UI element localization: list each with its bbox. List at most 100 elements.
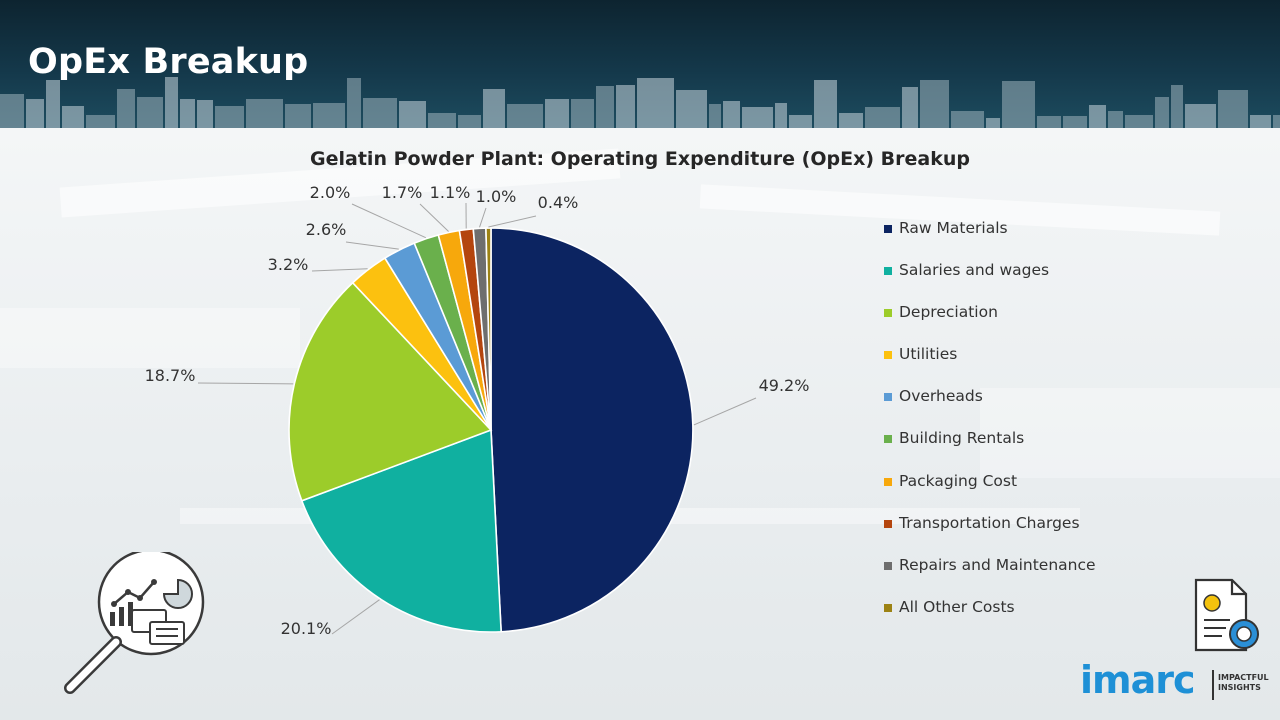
leader-line-overheads xyxy=(345,241,399,250)
skyline-building xyxy=(215,106,244,128)
logo-tagline: IMPACTFUL INSIGHTS xyxy=(1218,673,1269,693)
leader-line-salaries-and-wages xyxy=(331,599,380,635)
legend-label: Salaries and wages xyxy=(899,261,1050,280)
skyline-building xyxy=(117,89,135,128)
skyline-building xyxy=(789,115,812,128)
skyline-building xyxy=(920,80,949,128)
skyline-building xyxy=(0,94,24,128)
skyline-building xyxy=(723,101,740,128)
legend-label: All Other Costs xyxy=(899,597,1015,616)
skyline-building xyxy=(46,80,60,128)
data-label-repairs-and-maintenance: 1.0% xyxy=(476,187,517,206)
skyline-building xyxy=(1155,97,1169,128)
skyline-building xyxy=(285,104,311,128)
skyline-building xyxy=(1063,116,1087,128)
skyline-building xyxy=(165,77,178,128)
legend-swatch xyxy=(884,519,892,528)
skyline-building xyxy=(709,104,721,128)
skyline-building xyxy=(1273,115,1280,128)
skyline-building xyxy=(1037,116,1061,128)
legend-swatch xyxy=(884,477,892,486)
skyline-building xyxy=(902,87,918,128)
skyline-building xyxy=(596,86,614,128)
skyline-building xyxy=(399,101,426,128)
skyline-building xyxy=(180,99,195,128)
skyline-building xyxy=(26,99,44,128)
legend-label: Building Rentals xyxy=(899,429,1025,448)
legend-label: Depreciation xyxy=(899,303,998,322)
header-banner: OpEx Breakup xyxy=(0,0,1280,128)
legend-swatch xyxy=(884,435,892,444)
pie-slice-depreciation xyxy=(288,281,493,502)
pie-slice-salaries-and-wages xyxy=(300,428,502,633)
skyline-building xyxy=(1108,111,1123,128)
legend-label: Transportation Charges xyxy=(899,513,1080,532)
skyline-building xyxy=(137,97,163,128)
legend-label: Raw Materials xyxy=(899,219,1008,237)
data-label-depreciation: 18.7% xyxy=(145,366,196,385)
skyline-building xyxy=(951,111,984,128)
leader-line-building-rentals xyxy=(351,203,427,239)
data-label-salaries-and-wages: 20.1% xyxy=(281,619,332,638)
data-label-overheads: 2.6% xyxy=(306,220,347,239)
skyline-building xyxy=(246,99,283,128)
skyline-building xyxy=(86,115,115,128)
logo-tagline-line2: INSIGHTS xyxy=(1218,683,1261,692)
legend-swatch xyxy=(884,603,892,612)
chart-title: Gelatin Powder Plant: Operating Expendit… xyxy=(310,148,970,170)
logo-divider xyxy=(1212,670,1214,700)
cost-report-icon xyxy=(1194,578,1259,652)
leader-line-packaging-cost xyxy=(419,203,449,232)
data-label-building-rentals: 2.0% xyxy=(310,183,351,202)
legend-swatch xyxy=(884,309,892,318)
skyline-building xyxy=(197,100,213,128)
pie-slice-all-other-costs xyxy=(485,227,492,431)
skyline-building xyxy=(637,78,674,128)
leader-line-repairs-and-maintenance xyxy=(479,207,487,228)
skyline-building xyxy=(428,113,456,128)
skyline-building xyxy=(62,106,84,128)
skyline-building xyxy=(1218,90,1248,128)
legend-swatch xyxy=(884,351,892,360)
skyline-building xyxy=(1250,115,1271,128)
skyline-building xyxy=(507,104,543,128)
data-label-all-other-costs: 0.4% xyxy=(538,193,579,212)
logo-tagline-line1: IMPACTFUL xyxy=(1218,673,1269,682)
legend-swatch xyxy=(884,267,892,276)
data-label-utilities: 3.2% xyxy=(268,255,309,274)
skyline-building xyxy=(814,80,837,128)
skyline-building xyxy=(1185,104,1216,128)
leader-line-depreciation xyxy=(197,382,294,385)
imarc-logo: imarc IMPACTFUL INSIGHTS xyxy=(1080,658,1270,704)
leader-line-all-other-costs xyxy=(488,215,537,228)
magnifier-analytics-icon xyxy=(64,552,205,694)
data-label-raw-materials: 49.2% xyxy=(759,376,810,395)
legend-swatch xyxy=(884,393,892,402)
legend-label: Utilities xyxy=(899,345,958,364)
skyline-building xyxy=(1089,105,1106,128)
skyline-building xyxy=(313,103,345,128)
legend-label: Overheads xyxy=(899,387,983,406)
skyline-building xyxy=(616,85,635,128)
skyline-building xyxy=(347,78,361,128)
page-title: OpEx Breakup xyxy=(28,42,309,82)
leader-line-utilities xyxy=(311,268,368,272)
data-label-transportation-charges: 1.1% xyxy=(430,183,471,202)
logo-wordmark: imarc xyxy=(1080,658,1196,702)
skyline-building xyxy=(1002,81,1035,128)
skyline-building xyxy=(839,113,863,128)
city-skyline-icon xyxy=(0,77,1280,128)
skyline-building xyxy=(742,107,773,128)
skyline-building xyxy=(986,118,1000,128)
skyline-building xyxy=(1171,85,1183,128)
legend-label: Packaging Cost xyxy=(899,471,1018,490)
skyline-building xyxy=(363,98,397,128)
skyline-building xyxy=(676,90,707,128)
skyline-building xyxy=(545,99,569,128)
pie-slice-raw-materials xyxy=(490,227,694,633)
skyline-building xyxy=(1125,115,1153,128)
data-label-packaging-cost: 1.7% xyxy=(382,183,423,202)
skyline-building xyxy=(865,107,900,128)
